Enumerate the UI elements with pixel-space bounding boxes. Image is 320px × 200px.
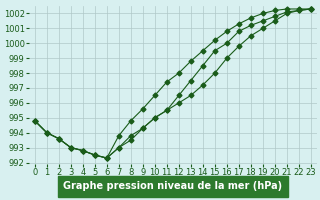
X-axis label: Graphe pression niveau de la mer (hPa): Graphe pression niveau de la mer (hPa) [63,181,282,191]
